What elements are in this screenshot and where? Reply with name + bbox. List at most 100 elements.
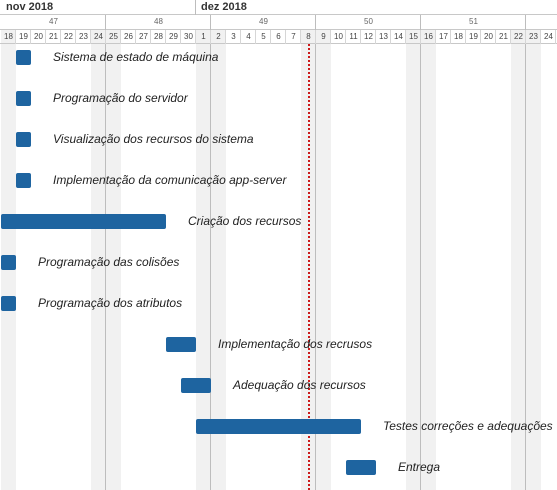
day-label: 19 [469, 32, 478, 41]
task-bar [1, 255, 16, 270]
day-separator [90, 30, 91, 44]
day-label: 8 [306, 32, 311, 41]
day-label: 29 [169, 32, 178, 41]
task-bar [16, 173, 31, 188]
month-label: dez 2018 [201, 1, 247, 13]
task-bar [16, 50, 31, 65]
task-label: Adequação dos recursos [233, 378, 366, 392]
week-label: 49 [259, 17, 268, 26]
day-label: 20 [34, 32, 43, 41]
day-separator [270, 30, 271, 44]
task-label: Implementação dos recrusos [218, 337, 373, 351]
day-separator [285, 30, 286, 44]
task-bar [16, 132, 31, 147]
day-separator [60, 30, 61, 44]
week-gridline [210, 30, 211, 490]
weekend-column [196, 30, 211, 490]
task-bar [181, 378, 211, 393]
day-label: 16 [424, 32, 433, 41]
day-label: 15 [409, 32, 418, 41]
week-gridline [420, 30, 421, 490]
day-separator [555, 30, 556, 44]
task-bar [1, 214, 166, 229]
weekend-column [91, 30, 106, 490]
day-separator [255, 30, 256, 44]
week-separator [210, 15, 211, 30]
week-separator [105, 15, 106, 30]
day-separator [210, 30, 211, 44]
day-separator [165, 30, 166, 44]
weekend-column [211, 30, 226, 490]
day-label: 11 [349, 32, 358, 41]
day-separator [540, 30, 541, 44]
day-label: 30 [184, 32, 193, 41]
task-bar [1, 296, 16, 311]
day-separator [345, 30, 346, 44]
day-label: 19 [19, 32, 28, 41]
day-label: 24 [94, 32, 103, 41]
week-label: 51 [469, 17, 478, 26]
day-separator [240, 30, 241, 44]
task-label: Testes correções e adequações [383, 419, 553, 433]
day-separator [465, 30, 466, 44]
day-separator [180, 30, 181, 44]
day-label: 12 [364, 32, 373, 41]
task-bar [16, 91, 31, 106]
day-separator [450, 30, 451, 44]
day-separator [330, 30, 331, 44]
task-label: Visualização dos recursos do sistema [53, 132, 254, 146]
day-label: 14 [394, 32, 403, 41]
task-bar [196, 419, 361, 434]
day-separator [45, 30, 46, 44]
day-label: 23 [79, 32, 88, 41]
day-separator [435, 30, 436, 44]
day-label: 20 [484, 32, 493, 41]
day-label: 9 [321, 32, 326, 41]
day-label: 4 [246, 32, 251, 41]
day-separator [75, 30, 76, 44]
day-separator [195, 30, 196, 44]
day-label: 1 [201, 32, 206, 41]
week-label: 48 [154, 17, 163, 26]
week-header [0, 15, 557, 30]
day-separator [375, 30, 376, 44]
task-label: Programação do servidor [53, 91, 188, 105]
day-label: 3 [231, 32, 236, 41]
weekend-column [421, 30, 436, 490]
day-separator [360, 30, 361, 44]
task-bar [346, 460, 376, 475]
day-header [0, 30, 557, 44]
month-label: nov 2018 [6, 1, 54, 13]
week-gridline [105, 30, 106, 490]
week-separator [525, 15, 526, 30]
day-label: 2 [216, 32, 221, 41]
day-label: 23 [529, 32, 538, 41]
task-label: Entrega [398, 460, 441, 474]
day-label: 13 [379, 32, 388, 41]
day-label: 18 [454, 32, 463, 41]
today-marker [307, 44, 310, 490]
weekend-column [106, 30, 121, 490]
month-header [0, 0, 557, 15]
day-label: 24 [544, 32, 553, 41]
day-label: 21 [49, 32, 58, 41]
weekend-column [406, 30, 421, 490]
day-separator [225, 30, 226, 44]
day-separator [495, 30, 496, 44]
task-label: Sistema de estado de máquina [53, 50, 219, 64]
day-separator [510, 30, 511, 44]
day-separator [135, 30, 136, 44]
day-separator [390, 30, 391, 44]
weekend-column [526, 30, 541, 490]
weekend-column [511, 30, 526, 490]
month-separator [195, 0, 196, 15]
week-label: 47 [49, 17, 58, 26]
day-label: 26 [124, 32, 133, 41]
day-separator [315, 30, 316, 44]
day-separator [30, 30, 31, 44]
week-gridline [315, 30, 316, 490]
day-label: 18 [4, 32, 13, 41]
day-separator [525, 30, 526, 44]
day-label: 27 [139, 32, 148, 41]
